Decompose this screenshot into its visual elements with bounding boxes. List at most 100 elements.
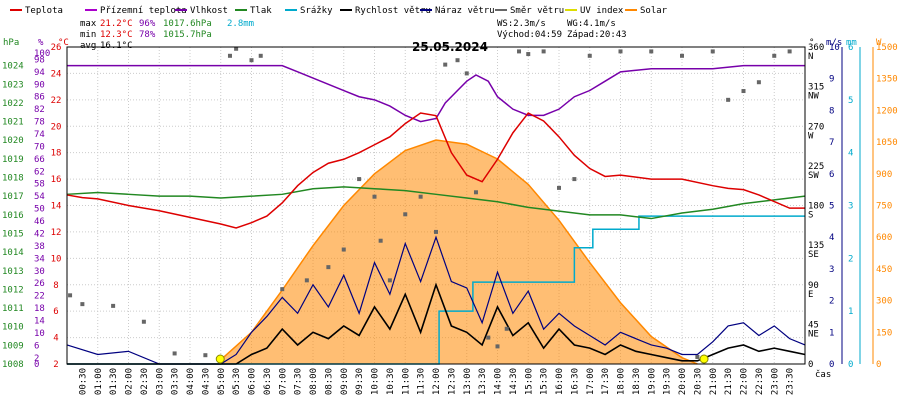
wind-dir-compass-label: NE: [808, 329, 819, 339]
legend-label: Tlak: [250, 6, 272, 16]
x-tick-label: 02:00: [125, 368, 135, 395]
wind-gust-line: [66, 235, 806, 365]
x-tick-label: 10:30: [386, 368, 396, 395]
info-sunrise: Východ:04:59: [497, 30, 562, 40]
x-tick-label: 05:00: [217, 368, 227, 395]
percent-tick-label: 82: [34, 105, 45, 115]
hpa-tick-label: 1012: [2, 285, 24, 295]
w-tick-label: 900: [876, 170, 892, 180]
legend-label: Náraz větru: [435, 6, 495, 16]
ms-tick-label: 5: [829, 202, 834, 212]
x-tick-label: 22:00: [740, 368, 750, 395]
percent-tick-label: 100: [34, 49, 50, 59]
wind-direction-point: [227, 53, 232, 58]
x-tick-label: 19:00: [647, 368, 657, 395]
x-tick-label: 01:30: [109, 368, 119, 395]
hpa-tick-label: 1018: [2, 174, 24, 184]
ms-tick-label: 6: [829, 170, 834, 180]
humidity-line: [67, 64, 805, 123]
hpa-tick-label: 1013: [2, 267, 24, 277]
wind-dir-compass-label: S: [808, 211, 813, 221]
x-tick-label: 13:00: [463, 368, 473, 395]
wind-dir-compass-label: SE: [808, 250, 819, 260]
percent-tick-label: 46: [34, 217, 45, 227]
w-tick-label: 1050: [876, 138, 898, 148]
wind-direction-point: [203, 353, 208, 358]
hpa-tick-label: 1019: [2, 155, 24, 165]
wind-direction-point: [172, 351, 177, 356]
legend-label: Rychlost větru: [355, 6, 431, 16]
wind-dir-compass-label: SW: [808, 171, 819, 181]
celsius-tick-label: 20: [51, 122, 62, 132]
x-tick-label: 22:30: [755, 368, 765, 395]
hpa-axis-label: hPa: [3, 38, 19, 48]
legend-label: Směr větru: [510, 6, 564, 16]
wind-dir-degree-label: 315: [808, 83, 824, 93]
percent-tick-label: 86: [34, 93, 45, 103]
legend: Teplota Přízemní teplota Vlhkost Tlak Srážky…: [10, 6, 668, 16]
sunset-marker: [699, 354, 709, 364]
temperature-line: [66, 112, 805, 229]
info-wind-gust: WG:4.1m/s: [567, 19, 616, 29]
wind-dir-degree-label: 45: [808, 320, 819, 330]
celsius-tick-label: 2: [53, 360, 58, 370]
wind-direction-point: [234, 46, 239, 51]
x-tick-label: 02:30: [140, 368, 150, 395]
legend-label: Teplota: [25, 6, 63, 16]
x-tick-label: 17:30: [601, 368, 611, 395]
hpa-tick-label: 1021: [2, 118, 24, 128]
wind-dir-compass-label: W: [808, 131, 814, 141]
mm-tick-label: 6: [848, 43, 853, 53]
hpa-tick-label: 1020: [2, 136, 24, 146]
x-tick-label: 19:30: [663, 368, 673, 395]
x-tick-label: 06:30: [263, 368, 273, 395]
wind-speed-line: [67, 282, 806, 365]
wind-direction-point: [418, 194, 423, 199]
percent-tick-label: 2: [34, 354, 39, 364]
celsius-tick-label: 4: [53, 334, 58, 344]
wind-direction-point: [618, 49, 623, 54]
w-tick-label: 150: [876, 328, 892, 338]
wind-direction-point: [341, 247, 346, 252]
wind-direction-point: [258, 53, 263, 58]
x-tick-label: 05:30: [232, 368, 242, 395]
wind-dir-compass-label: N: [808, 52, 813, 62]
percent-tick-label: 78: [34, 118, 45, 128]
wind-dir-degree-label: 270: [808, 122, 824, 132]
wind-direction-point: [649, 49, 654, 54]
wind-direction-point: [304, 278, 309, 283]
wind-direction-point: [572, 177, 577, 182]
wind-direction-point: [741, 89, 746, 94]
wind-direction-point: [756, 80, 761, 85]
wind-direction-point: [80, 302, 85, 307]
x-tick-label: 16:30: [570, 368, 580, 395]
wind-direction-point: [111, 303, 116, 308]
x-tick-label: 15:30: [540, 368, 550, 395]
ms-tick-label: 2: [829, 297, 834, 307]
celsius-tick-label: 12: [51, 228, 62, 238]
x-tick-label: 17:00: [586, 368, 596, 395]
x-tick-label: 03:00: [155, 368, 165, 395]
legend-label: Vlhkost: [190, 6, 228, 16]
wind-dir-degree-label: 180: [808, 202, 824, 212]
percent-tick-label: 54: [34, 192, 45, 202]
x-tick-label: 10:00: [371, 368, 381, 395]
legend-label: UV index: [580, 6, 624, 16]
solar-line: [220, 139, 698, 365]
x-tick-label: 07:30: [294, 368, 304, 395]
mm-tick-label: 5: [848, 96, 853, 106]
stats-min-temp: 12.3°C: [100, 30, 133, 40]
x-tick-label: 21:00: [709, 368, 719, 395]
wind-direction-point: [372, 194, 377, 199]
x-tick-label: 23:30: [786, 368, 796, 395]
percent-axis-label: %: [38, 38, 44, 48]
wind-direction-point: [557, 185, 561, 190]
hpa-tick-label: 1015: [2, 229, 24, 239]
w-tick-label-zero: 0: [876, 360, 881, 370]
wind-direction-point: [434, 229, 438, 234]
legend-label: Přízemní teplota: [100, 6, 187, 16]
wind-dir-axis-label: °: [809, 38, 814, 48]
stats-avg-label: avg: [80, 41, 96, 51]
w-tick-label: 1500: [876, 43, 898, 53]
